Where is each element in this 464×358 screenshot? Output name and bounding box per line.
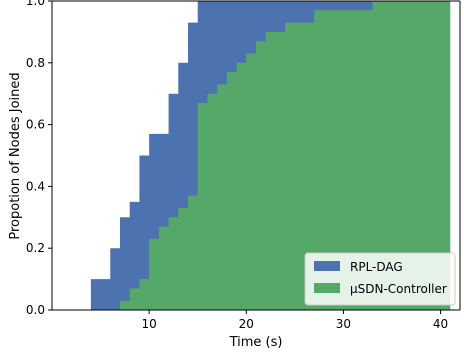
legend-box bbox=[304, 252, 456, 306]
legend-label-rpl-dag: RPL-DAG bbox=[350, 260, 403, 274]
x-tick-label: 10 bbox=[142, 317, 157, 331]
legend-swatch-rpl-dag bbox=[314, 261, 340, 271]
y-axis-label: Propotion of Nodes Joined bbox=[8, 72, 23, 239]
y-tick-label: 0.4 bbox=[26, 179, 45, 193]
x-tick-label: 20 bbox=[239, 317, 254, 331]
axes bbox=[51, 0, 461, 311]
legend-swatch-usdn-controller bbox=[314, 283, 340, 293]
x-tick-label: 30 bbox=[336, 317, 351, 331]
y-tick-label: 1.0 bbox=[26, 0, 45, 8]
y-tick-label: 0.0 bbox=[26, 303, 45, 317]
legend: RPL-DAG μSDN-Controller bbox=[304, 252, 456, 306]
legend-label-usdn-controller: μSDN-Controller bbox=[350, 282, 447, 296]
y-tick-label: 0.6 bbox=[26, 118, 45, 132]
series-area--sdn-controller bbox=[52, 1, 451, 310]
y-tick-label: 0.2 bbox=[26, 241, 45, 255]
y-ticks: 0.0 0.2 0.4 0.6 0.8 1.0 bbox=[26, 0, 52, 317]
x-axis-label: Time (s) bbox=[229, 335, 283, 350]
x-ticks: 10 20 30 40 bbox=[142, 310, 448, 331]
plot-area bbox=[52, 1, 451, 310]
x-tick-label: 40 bbox=[433, 317, 448, 331]
y-tick-label: 0.8 bbox=[26, 56, 45, 70]
